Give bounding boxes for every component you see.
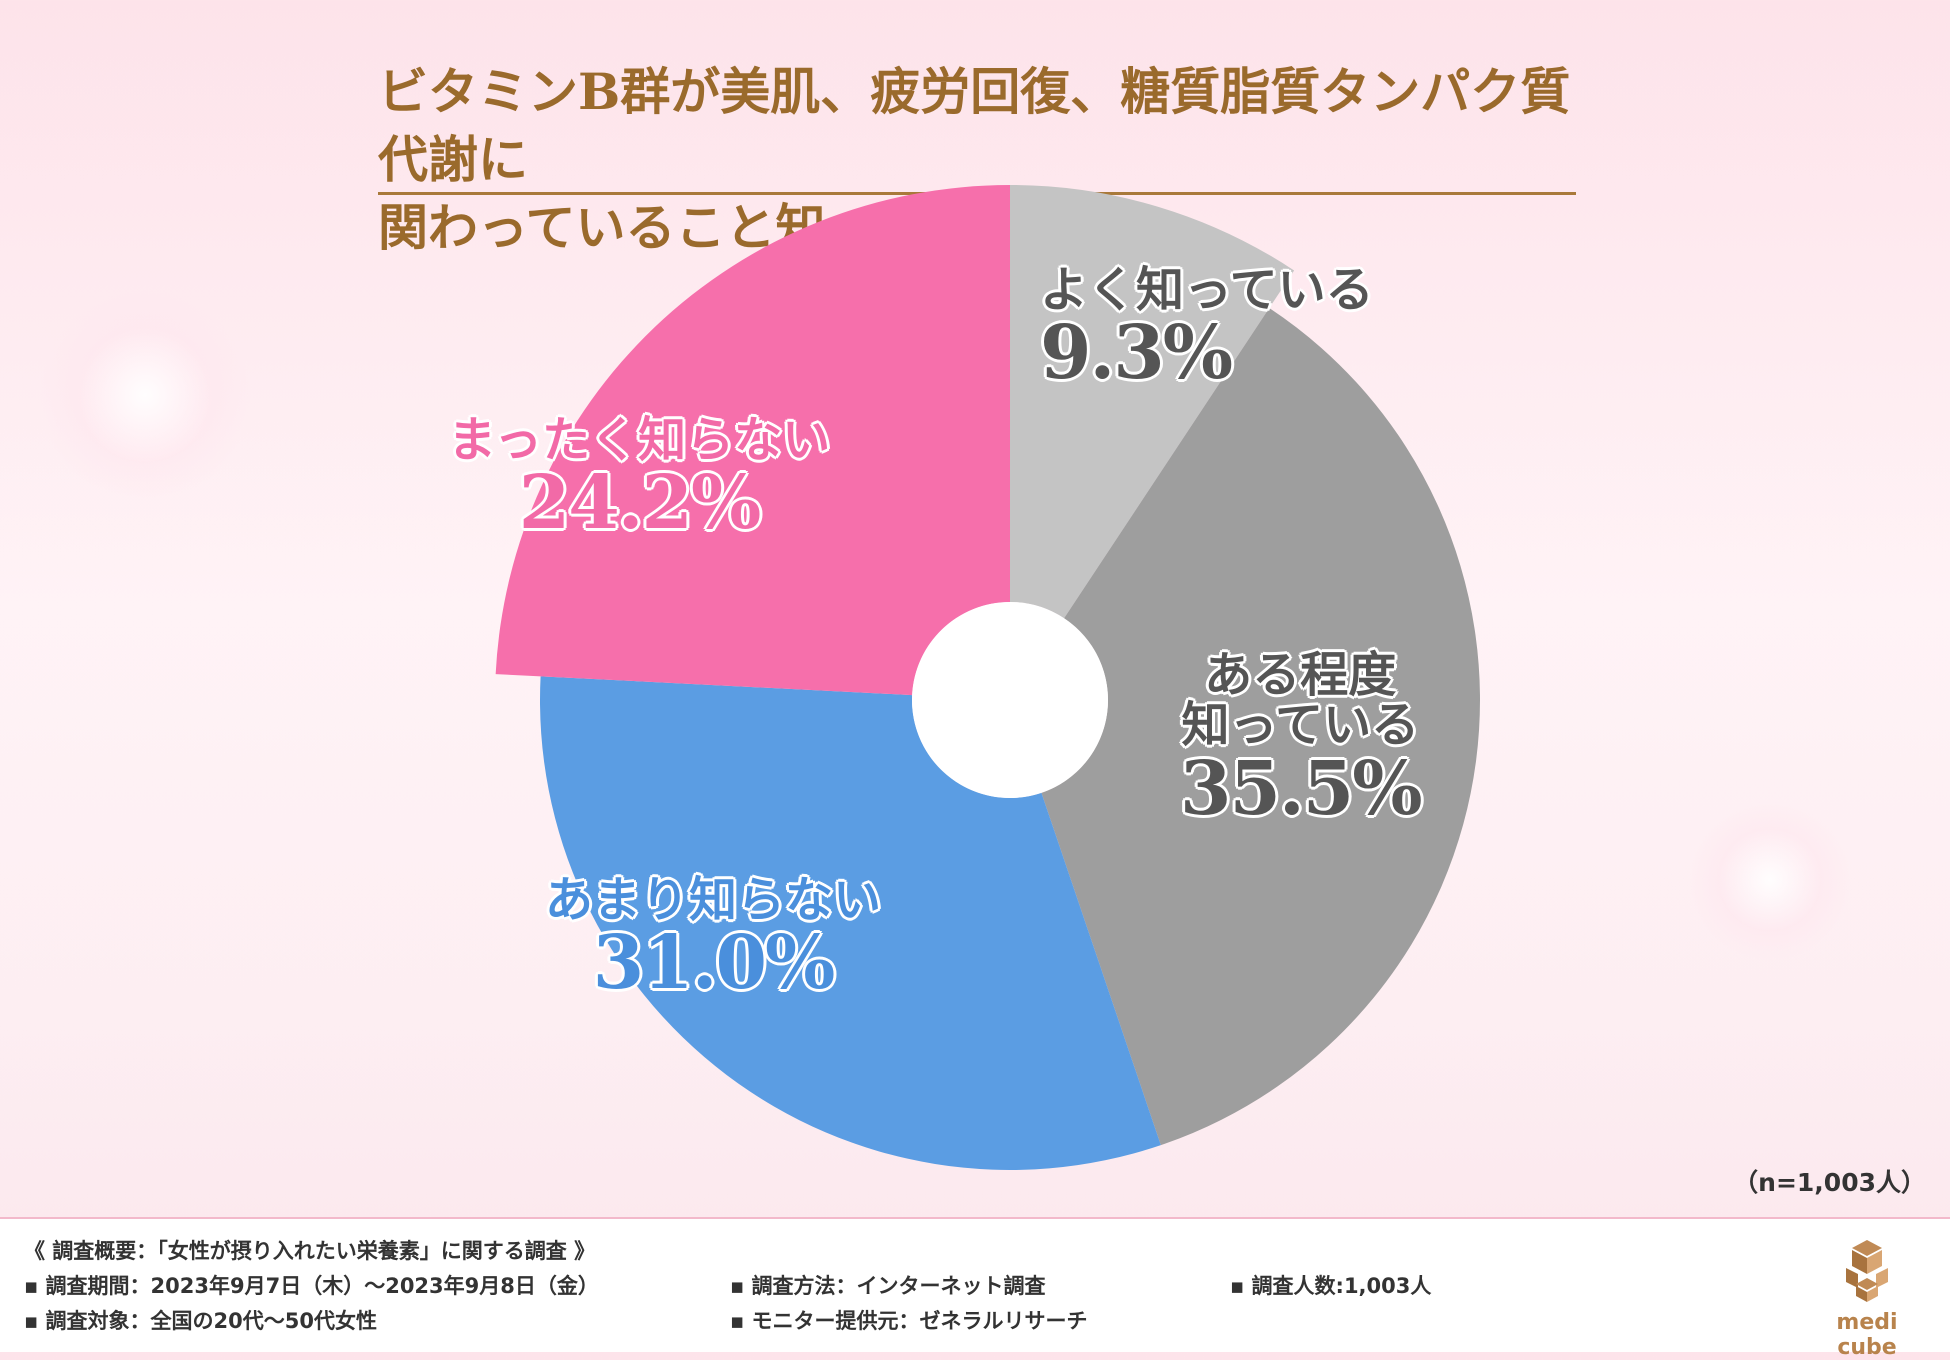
survey-footer: 《 調査概要：「女性が摂り入れたい栄養素」に関する調査 》 ▪ 調査期間：202… [0,1217,1950,1352]
slice-aru [1041,307,1480,1146]
cube-logo-icon [1846,1240,1888,1302]
slice-label-yoku: よく知っている 9.3% [1040,265,1374,393]
footer-overview: 《 調査概要：「女性が摂り入れたい栄養素」に関する調査 》 [24,1239,596,1263]
donut-chart [495,185,1480,1170]
slice-label-yoku-name: よく知っている [1040,262,1374,318]
slice-yoku [1010,185,1295,619]
slice-mattaku [495,185,1010,696]
donut-hole [912,602,1108,798]
logo-text: medi cube [1836,1310,1898,1360]
sample-size-note: （n=1,003人） [1733,1168,1926,1197]
slice-label-aru: ある程度 知っている 35.5% [1180,647,1423,832]
footer-method: ▪ 調査方法：インターネット調査 [730,1274,1046,1298]
slice-label-aru-value: 35.5% [1180,745,1423,832]
slice-amari [539,676,1161,1170]
slice-label-mattaku-value: 24.2% [518,460,762,547]
slice-label-amari-value: 31.0% [592,920,836,1007]
footer-period: ▪ 調査期間：2023年9月7日（木）〜2023年9月8日（金） [24,1274,599,1298]
slice-label-yoku-value: 9.3% [1040,310,1233,397]
slice-label-amari-name: あまり知らない [545,872,882,928]
footer-provider: ▪ モニター提供元：ゼネラルリサーチ [730,1309,1088,1333]
slice-label-mattaku: まったく知らない 24.2% [448,415,830,543]
slice-label-amari: あまり知らない 31.0% [545,875,881,1003]
slice-label-mattaku-name: まったく知らない [448,412,831,468]
background-glow-left [40,290,250,500]
chart-title-line1: ビタミンB群が美肌、疲労回復、糖質脂質タンパク質代謝に [378,62,1571,189]
slice-label-aru-name-1: ある程度 [1204,647,1397,703]
slice-label-aru-name-2: 知っている [1181,697,1420,754]
background-glow-right [1690,800,1850,960]
medi-cube-logo: medi cube [1812,1238,1922,1360]
footer-target: ▪ 調査対象：全国の20代〜50代女性 [24,1309,377,1333]
footer-count: ▪ 調査人数:1,003人 [1230,1274,1432,1298]
